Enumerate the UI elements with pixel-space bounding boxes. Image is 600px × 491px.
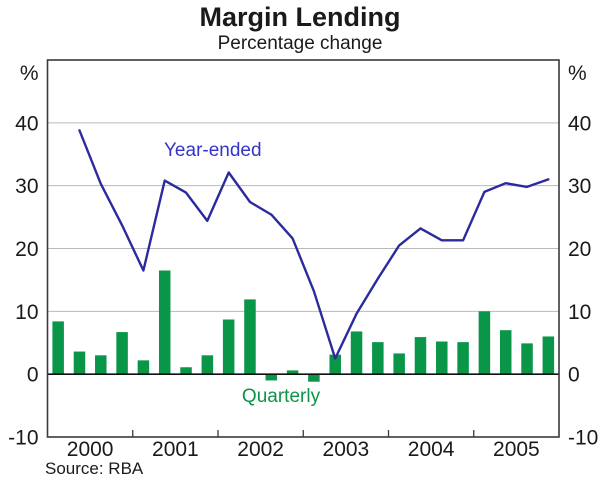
line-series-label: Year-ended <box>164 140 262 161</box>
year-ended-line <box>78 129 550 360</box>
quarterly-bar <box>116 332 128 375</box>
quarterly-bar <box>52 321 64 375</box>
quarterly-bar <box>180 367 192 375</box>
chart-subtitle: Percentage change <box>217 33 383 54</box>
y-tick-label-left: 10 <box>15 301 38 324</box>
y-tick-label-left: 20 <box>15 238 38 261</box>
quarterly-bar <box>222 319 235 375</box>
quarterly-bar <box>95 355 107 375</box>
quarterly-bar <box>308 374 320 382</box>
quarterly-bar <box>521 343 533 375</box>
bar-series-label: Quarterly <box>241 386 321 407</box>
quarterly-bar <box>478 311 491 375</box>
quarterly-bar <box>201 355 214 375</box>
quarterly-bar <box>372 342 384 375</box>
quarterly-bar <box>265 374 278 381</box>
quarterly-bar <box>73 351 86 375</box>
y-tick-label-left: 30 <box>15 175 38 198</box>
y-tick-label-right: 40 <box>568 112 591 135</box>
quarterly-bar <box>350 331 363 375</box>
quarterly-bar <box>393 353 405 375</box>
quarterly-bar <box>286 370 299 375</box>
y-tick-label-right: 20 <box>568 238 591 261</box>
year-label: 2004 <box>408 438 455 461</box>
percent-unit-label-left: % <box>20 62 39 85</box>
quarterly-bar <box>137 360 150 375</box>
quarterly-bar <box>436 341 448 375</box>
quarterly-bar <box>158 270 171 375</box>
plot-frame <box>46 59 560 438</box>
y-tick-label-right: 10 <box>568 301 591 324</box>
y-tick-label-right: 0 <box>568 364 580 387</box>
y-tick-label-left: 40 <box>15 112 38 135</box>
year-label: 2001 <box>152 438 199 461</box>
y-tick-label-right: -10 <box>568 427 598 450</box>
quarterly-bar <box>329 354 341 375</box>
quarterly-bar <box>414 337 427 375</box>
source-note: Source: RBA <box>45 459 144 478</box>
chart-title: Margin Lending <box>199 2 401 32</box>
y-tick-label-left: -10 <box>8 427 38 450</box>
quarterly-bar <box>499 330 512 375</box>
quarterly-bar <box>457 342 469 375</box>
percent-unit-label-right: % <box>568 62 587 85</box>
year-label: 2000 <box>67 438 114 461</box>
y-tick-label-left: 0 <box>27 364 39 387</box>
quarterly-bar <box>244 299 256 375</box>
year-label: 2003 <box>323 438 370 461</box>
y-tick-label-right: 30 <box>568 175 591 198</box>
quarterly-bar <box>542 336 555 375</box>
year-label: 2005 <box>493 438 540 461</box>
year-label: 2002 <box>237 438 284 461</box>
